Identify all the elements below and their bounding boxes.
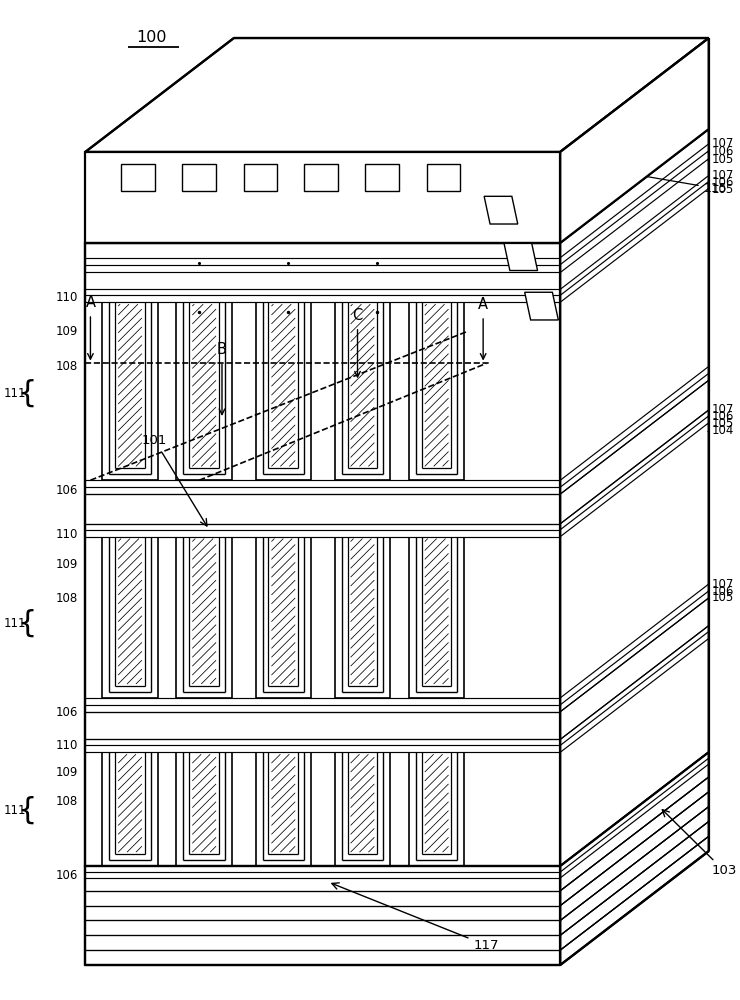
Polygon shape: [243, 164, 278, 191]
Polygon shape: [86, 38, 709, 152]
Text: {: {: [18, 796, 37, 825]
Polygon shape: [86, 243, 560, 866]
Text: B: B: [380, 97, 390, 112]
Text: B: B: [217, 342, 227, 357]
Text: 107: 107: [712, 137, 734, 150]
Text: A: A: [478, 297, 488, 312]
Text: 100: 100: [136, 30, 167, 45]
Text: 103: 103: [662, 810, 737, 877]
Text: C: C: [352, 308, 363, 323]
Text: 106: 106: [56, 484, 78, 497]
Polygon shape: [427, 164, 460, 191]
Polygon shape: [121, 164, 155, 191]
Text: 105: 105: [712, 591, 734, 604]
Polygon shape: [86, 851, 709, 965]
Text: {: {: [18, 609, 37, 638]
Polygon shape: [560, 38, 709, 243]
Text: 111: 111: [4, 617, 26, 630]
Polygon shape: [86, 866, 560, 965]
Text: 106: 106: [712, 585, 734, 598]
Text: 101: 101: [142, 434, 207, 526]
Text: 108: 108: [56, 360, 78, 373]
Text: 109: 109: [56, 766, 78, 779]
Text: 106: 106: [56, 706, 78, 719]
Polygon shape: [525, 292, 558, 320]
Polygon shape: [304, 164, 337, 191]
Text: 105: 105: [712, 153, 734, 166]
Text: 106: 106: [56, 869, 78, 882]
Text: 106: 106: [712, 176, 734, 189]
Text: 110: 110: [56, 528, 78, 541]
Text: 104: 104: [712, 424, 734, 437]
Polygon shape: [484, 196, 518, 224]
Polygon shape: [86, 152, 560, 243]
Text: A: A: [85, 295, 95, 310]
Text: 110: 110: [56, 739, 78, 752]
Text: {: {: [18, 379, 37, 408]
Text: 117: 117: [332, 883, 499, 952]
Text: 105: 105: [712, 417, 734, 430]
Polygon shape: [560, 38, 709, 243]
Polygon shape: [560, 129, 709, 866]
Text: 110: 110: [56, 291, 78, 304]
Text: 107: 107: [712, 169, 734, 182]
Text: 106: 106: [712, 410, 734, 423]
Text: 109: 109: [56, 325, 78, 338]
Polygon shape: [183, 164, 216, 191]
Text: 108: 108: [56, 592, 78, 605]
Text: 111: 111: [4, 804, 26, 817]
Text: 106: 106: [712, 145, 734, 158]
Text: 105: 105: [712, 183, 734, 196]
Text: C: C: [525, 95, 535, 110]
Text: 115: 115: [563, 162, 727, 195]
Text: 102: 102: [384, 79, 410, 174]
Polygon shape: [560, 752, 709, 965]
Text: 107: 107: [712, 578, 734, 591]
Text: 109: 109: [56, 558, 78, 571]
Text: 108: 108: [56, 795, 78, 808]
Polygon shape: [504, 243, 537, 271]
Polygon shape: [366, 164, 399, 191]
Polygon shape: [86, 38, 709, 152]
Text: 107: 107: [712, 403, 734, 416]
Text: 111: 111: [4, 387, 26, 400]
Polygon shape: [560, 129, 709, 866]
